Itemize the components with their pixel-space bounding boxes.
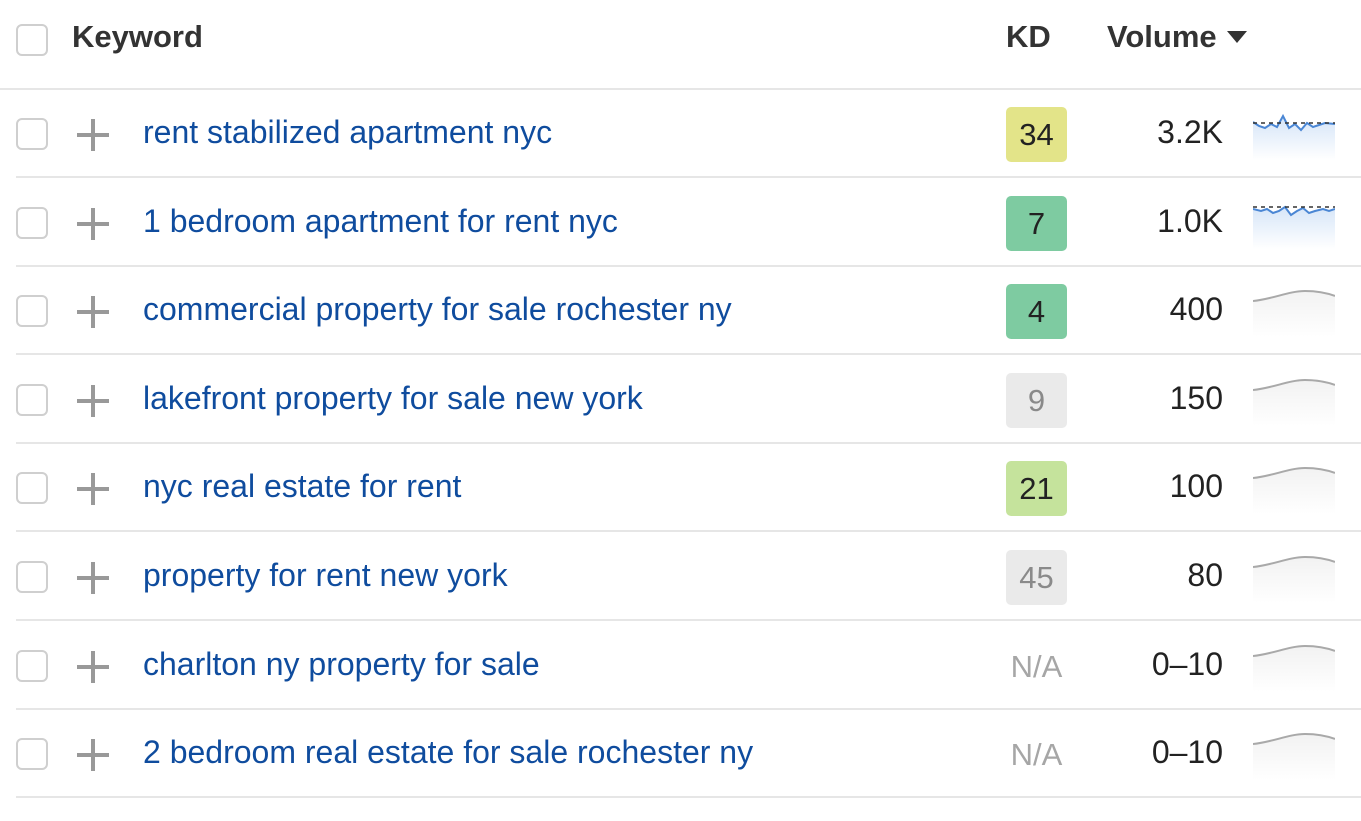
trend-chart[interactable]: [1252, 110, 1336, 160]
trend-sparkline: [1252, 553, 1336, 603]
add-keyword-plus-icon[interactable]: [77, 296, 109, 329]
row-checkbox[interactable]: [16, 295, 48, 328]
kd-badge: 9: [1006, 372, 1067, 428]
kd-column-header[interactable]: KD: [1006, 19, 1051, 54]
keyword-link[interactable]: lakefront property for sale new york: [143, 379, 643, 416]
add-keyword-plus-icon[interactable]: [77, 207, 109, 240]
row-checkbox[interactable]: [16, 561, 48, 593]
keyword-column-header[interactable]: Keyword: [72, 19, 203, 54]
volume-value: 80: [1187, 557, 1223, 593]
volume-value: 100: [1169, 468, 1223, 505]
table-row: lakefront property for sale new york 9 150: [16, 356, 1361, 444]
trend-chart[interactable]: [1252, 375, 1336, 426]
table-row: 2 bedroom real estate for sale rochester…: [16, 710, 1361, 799]
trend-chart[interactable]: [1252, 730, 1336, 781]
kd-badge: 45: [1006, 550, 1067, 605]
row-checkbox[interactable]: [16, 472, 48, 505]
volume-value: 1.0K: [1157, 202, 1223, 239]
table-row: rent stabilized apartment nyc 34 3.2K: [16, 90, 1361, 178]
trend-sparkline: [1252, 375, 1336, 426]
kd-badge: N/A: [1010, 737, 1063, 773]
trend-sparkline: [1252, 287, 1336, 338]
kd-badge: 4: [1006, 284, 1067, 340]
trend-sparkline: [1252, 198, 1336, 249]
add-keyword-plus-icon[interactable]: [77, 739, 109, 772]
trend-chart[interactable]: [1252, 287, 1336, 338]
trend-chart[interactable]: [1252, 553, 1336, 603]
table-row: property for rent new york 45 80: [16, 533, 1361, 621]
trend-chart[interactable]: [1252, 641, 1336, 692]
add-keyword-plus-icon[interactable]: [77, 562, 109, 594]
kd-badge: 34: [1006, 107, 1067, 162]
trend-sparkline: [1252, 730, 1336, 781]
kd-badge: N/A: [1010, 648, 1063, 684]
add-keyword-plus-icon[interactable]: [77, 650, 109, 683]
table-row: nyc real estate for rent 21 100: [16, 444, 1361, 533]
trend-chart[interactable]: [1252, 464, 1336, 515]
volume-value: 0–10: [1151, 645, 1223, 682]
row-checkbox[interactable]: [16, 738, 48, 771]
keyword-link[interactable]: 1 bedroom apartment for rent nyc: [143, 202, 618, 239]
keyword-link[interactable]: rent stabilized apartment nyc: [143, 114, 553, 150]
volume-value: 400: [1169, 291, 1223, 328]
trend-sparkline: [1252, 641, 1336, 692]
table-row: 1 bedroom apartment for rent nyc 7 1.0K: [16, 179, 1361, 267]
table-row: commercial property for sale rochester n…: [16, 267, 1361, 356]
add-keyword-plus-icon[interactable]: [77, 384, 109, 417]
kd-badge: 7: [1006, 195, 1067, 251]
keyword-link[interactable]: property for rent new york: [143, 557, 508, 593]
kd-badge: 21: [1006, 461, 1067, 517]
row-checkbox[interactable]: [16, 383, 48, 416]
trend-chart[interactable]: [1252, 198, 1336, 249]
volume-value: 0–10: [1151, 734, 1223, 771]
select-all-checkbox[interactable]: [16, 24, 48, 56]
keyword-link[interactable]: charlton ny property for sale: [143, 645, 540, 682]
row-checkbox[interactable]: [16, 118, 48, 150]
row-checkbox[interactable]: [16, 206, 48, 239]
keyword-link[interactable]: 2 bedroom real estate for sale rochester…: [143, 734, 754, 771]
add-keyword-plus-icon[interactable]: [77, 119, 109, 151]
sort-desc-icon: [1226, 30, 1247, 43]
trend-sparkline: [1252, 110, 1336, 160]
keyword-link[interactable]: nyc real estate for rent: [143, 468, 462, 505]
volume-value: 3.2K: [1157, 114, 1223, 150]
trend-sparkline: [1252, 464, 1336, 515]
volume-column-header[interactable]: Volume: [1107, 17, 1247, 57]
volume-value: 150: [1169, 379, 1223, 416]
table-row: charlton ny property for sale N/A 0–10: [16, 622, 1361, 710]
row-checkbox[interactable]: [16, 649, 48, 682]
volume-header-label: Volume: [1107, 19, 1217, 54]
add-keyword-plus-icon[interactable]: [77, 473, 109, 506]
keyword-link[interactable]: commercial property for sale rochester n…: [143, 291, 732, 328]
table-header: Keyword KD Volume: [0, 0, 1361, 90]
